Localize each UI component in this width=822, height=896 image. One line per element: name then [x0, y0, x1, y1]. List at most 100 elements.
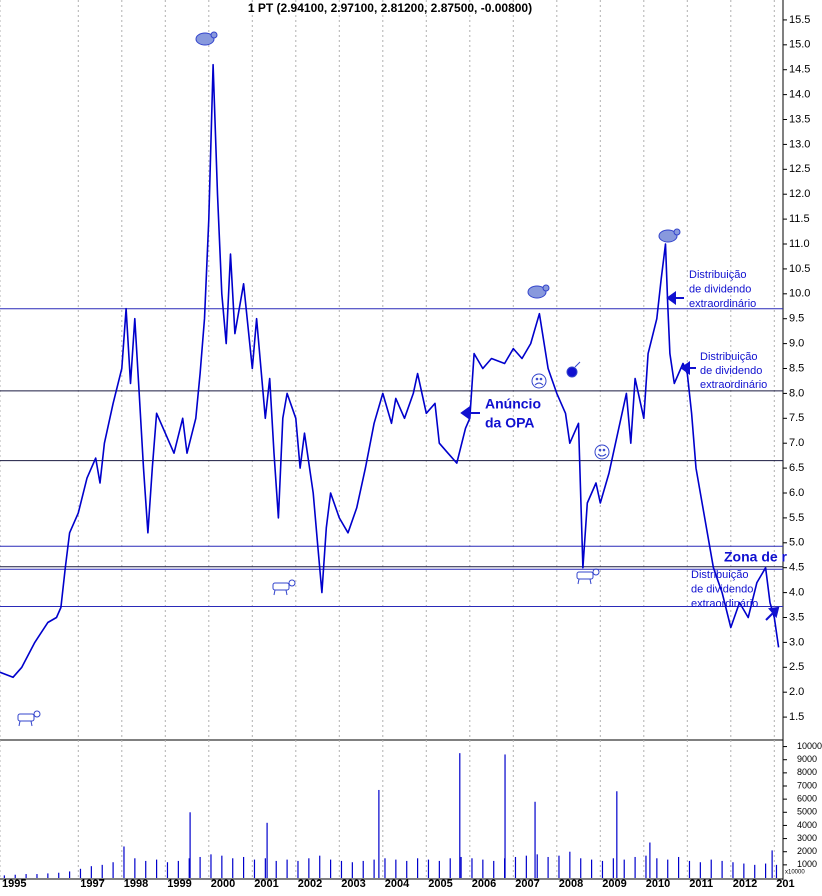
- volume-bar: [188, 858, 190, 878]
- volume-bar: [732, 862, 734, 878]
- y-tick-label: 6000: [797, 794, 817, 804]
- volume-bar: [667, 859, 669, 878]
- y-tick-label: 2000: [797, 846, 817, 856]
- volume-bar: [514, 856, 517, 878]
- volume-bar: [330, 859, 332, 878]
- volume-bar: [112, 862, 114, 878]
- bomb: [566, 361, 581, 378]
- volume-bar: [25, 874, 27, 878]
- y-tick-label: 14.0: [789, 89, 810, 101]
- volume-bar: [362, 860, 364, 878]
- annotation: de dividendo: [689, 283, 751, 295]
- x-tick-label: 2002: [298, 878, 322, 890]
- annotation: Zona de r: [724, 549, 788, 565]
- x-tick-label: 2011: [689, 878, 713, 890]
- volume-bar: [156, 859, 158, 878]
- annotation: de dividendo: [700, 365, 762, 377]
- x-tick-label: 2010: [646, 878, 670, 890]
- volume-bar: [101, 864, 103, 878]
- volume-bar: [221, 855, 223, 878]
- annotation: da OPA: [485, 415, 535, 431]
- volume-bar: [459, 753, 461, 878]
- volume-bar: [134, 858, 136, 878]
- y-tick-label: 9000: [797, 754, 817, 764]
- volume-bar: [232, 858, 234, 878]
- volume-bar: [308, 858, 310, 878]
- volume-bar: [616, 791, 618, 878]
- y-tick-label: 8.5: [789, 362, 804, 374]
- y-tick-label: 12.5: [789, 163, 810, 175]
- volume-bar: [460, 856, 462, 878]
- volume-bar: [771, 850, 773, 878]
- y-tick-label: 14.5: [789, 64, 810, 76]
- y-tick-label: 3.5: [789, 611, 804, 623]
- x-tick-label: 2012: [733, 878, 757, 890]
- y-tick-label: 8000: [797, 767, 817, 777]
- y-tick-label: 4000: [797, 820, 817, 830]
- y-tick-label: 6.0: [789, 487, 804, 499]
- x-tick-label: 201: [776, 878, 794, 890]
- y-tick-label: 11.0: [789, 238, 810, 250]
- y-tick-label: 2.0: [789, 686, 804, 698]
- arrow-head: [680, 361, 690, 375]
- chart-title: 1 PT (2.94100, 2.97100, 2.81200, 2.87500…: [248, 1, 532, 15]
- volume-bar: [525, 855, 527, 878]
- annotation: de dividendo: [691, 583, 753, 595]
- volume-bar: [471, 858, 473, 878]
- annotation: extraordinário: [691, 598, 758, 610]
- bear-icon: [195, 31, 218, 46]
- y-tick-label: 6.5: [789, 462, 804, 474]
- x-tick-label: 1999: [167, 878, 191, 890]
- volume-bar: [775, 864, 778, 878]
- volume-bar: [58, 872, 60, 878]
- volume-bar: [275, 860, 277, 878]
- volume-bar: [69, 871, 71, 878]
- y-tick-label: 15.0: [789, 39, 810, 51]
- annotation: extraordinário: [700, 379, 767, 391]
- volume-bar: [504, 754, 506, 878]
- volume-bar: [3, 875, 5, 878]
- x-tick-label: 2008: [559, 878, 583, 890]
- volume-bar: [286, 859, 288, 878]
- y-tick-label: 3.0: [789, 636, 804, 648]
- volume-bar: [264, 858, 266, 878]
- volume-bar: [656, 858, 658, 878]
- happy-face: [594, 444, 610, 460]
- volume-bar: [493, 860, 495, 878]
- bull-icon: [576, 568, 600, 585]
- volume-bar: [243, 856, 245, 878]
- volume-bar: [47, 873, 49, 878]
- horizontal-lines: [0, 308, 783, 608]
- y-tick-label: 5.0: [789, 537, 804, 549]
- bear-icon: [658, 228, 681, 243]
- volume-bar: [266, 822, 268, 878]
- volume-bar: [569, 851, 571, 878]
- annotation: Distribuição: [689, 269, 746, 281]
- volume-bar: [145, 860, 147, 878]
- volume-bar: [427, 859, 430, 878]
- price-panel: [0, 63, 780, 679]
- volume-bar: [210, 854, 212, 878]
- y-tick-label: 10.5: [789, 263, 810, 275]
- y-tick-label: 15.5: [789, 14, 810, 26]
- volume-bar: [449, 858, 451, 878]
- volume-bar: [417, 858, 419, 878]
- annotation: Anúncio: [485, 396, 541, 412]
- volume-bar: [699, 862, 701, 878]
- y-tick-label: 1.5: [789, 711, 804, 723]
- y-tick-label: 7000: [797, 780, 817, 790]
- x-tick-label: 2000: [211, 878, 235, 890]
- volume-bar: [166, 862, 169, 878]
- bull-icon: [272, 579, 296, 596]
- y-tick-label: 1000: [797, 859, 817, 869]
- volume-bar: [710, 859, 712, 878]
- volume-bar: [438, 860, 440, 878]
- volume-bar: [721, 860, 723, 878]
- annotation: Distribuição: [691, 569, 748, 581]
- x-tick-label: 1998: [124, 878, 148, 890]
- volume-bar: [123, 846, 125, 878]
- volume-bar: [547, 856, 549, 878]
- y-tick-label: 4.5: [789, 562, 804, 574]
- y-tick-label: 2.5: [789, 661, 804, 673]
- y-tick-label: 12.0: [789, 188, 810, 200]
